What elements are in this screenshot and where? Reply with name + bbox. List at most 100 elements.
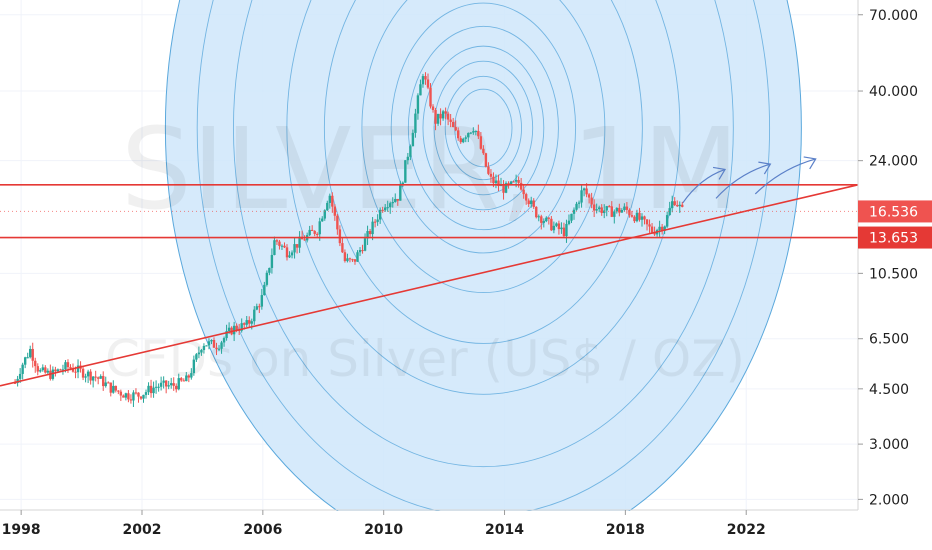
candle-body-45 [127, 393, 130, 400]
candle-body-240 [618, 207, 621, 213]
candle-body-92 [245, 320, 248, 325]
candle-body-217 [560, 227, 563, 230]
candle-body-33 [96, 377, 100, 379]
candle-body-25 [76, 365, 80, 373]
candle-body-106 [280, 245, 284, 247]
price-badge-label-0: 16.536 [869, 204, 918, 220]
candle-body-182 [472, 131, 475, 133]
candle-body-98 [260, 295, 264, 307]
candle-body-104 [275, 240, 279, 242]
candle-body-29 [86, 371, 90, 377]
candle-body-67 [182, 380, 185, 382]
candle-body-165 [429, 87, 432, 107]
candle-body-78 [210, 339, 213, 342]
candle-body-123 [323, 210, 326, 219]
x-tick-label-3: 2010 [364, 522, 403, 538]
candle-body-56 [154, 386, 158, 388]
candle-body-31 [91, 376, 95, 381]
candle-body-17 [56, 369, 60, 372]
candle-body-111 [293, 244, 296, 253]
candle-body-208 [537, 216, 540, 218]
candle-body-2 [18, 373, 22, 379]
candle-body-144 [376, 219, 379, 222]
candle-body-202 [522, 189, 525, 195]
candle-body-231 [595, 209, 598, 211]
candle-body-223 [575, 203, 578, 210]
candle-body-139 [363, 238, 367, 251]
candle-body-215 [555, 223, 558, 226]
candle-body-115 [303, 239, 306, 241]
candle-body-203 [524, 194, 528, 201]
candle-body-46 [129, 399, 133, 401]
candle-body-42 [119, 391, 123, 396]
candle-body-169 [439, 113, 442, 119]
candle-body-107 [283, 245, 286, 248]
candle-body-134 [351, 259, 354, 261]
candle-body-204 [527, 200, 530, 205]
watermark-symbol: SILVER, 1M [121, 105, 740, 235]
candle-body-66 [180, 378, 183, 381]
candle-body-145 [378, 209, 382, 220]
candle-body-65 [177, 378, 180, 390]
candle-body-18 [59, 369, 62, 371]
candle-body-90 [240, 323, 243, 331]
candle-body-131 [343, 252, 347, 262]
candle-body-214 [552, 225, 556, 231]
candle-body-36 [104, 382, 107, 387]
candle-body-74 [200, 350, 203, 353]
candle-body-103 [273, 240, 276, 255]
candle-body-219 [565, 223, 568, 237]
candle-body-118 [310, 229, 314, 231]
candle-body-8 [34, 360, 37, 367]
candle-body-63 [172, 383, 175, 386]
arrow-curve-1 [715, 163, 771, 199]
candle-body-216 [557, 223, 561, 230]
candle-body-72 [195, 354, 198, 360]
candle-body-189 [489, 173, 493, 177]
candle-body-94 [250, 321, 253, 324]
candle-body-132 [346, 258, 349, 262]
candle-body-151 [394, 199, 397, 203]
drawn-lines [0, 184, 859, 387]
candle-body-209 [540, 216, 543, 223]
candle-body-179 [464, 137, 467, 139]
price-axis[interactable]: 70.000 40.000 24.000 10.500 6.500 4.500 3.000 2… [858, 0, 932, 510]
candle-body-76 [205, 345, 208, 347]
fib-circle-ring-5 [390, 2, 577, 254]
candle-body-110 [290, 252, 294, 256]
candle-body-183 [474, 130, 478, 132]
candle-body-101 [268, 267, 271, 273]
candle-body-213 [550, 218, 553, 231]
x-tick-label-2: 2006 [243, 522, 282, 538]
candle-body-122 [321, 218, 324, 222]
x-tick-label-1: 2002 [123, 522, 162, 538]
arrow-curve-2 [754, 158, 816, 195]
candle-body-164 [426, 79, 430, 88]
candle-body-60 [164, 380, 168, 387]
candle-body-51 [142, 394, 145, 399]
candle-body-256 [658, 226, 661, 231]
candle-body-246 [633, 216, 636, 222]
arrow-head-0 [712, 166, 727, 180]
candle-body-174 [451, 121, 455, 128]
candle-body-210 [542, 221, 546, 223]
candle-body-49 [137, 392, 140, 397]
candle-body-205 [530, 200, 533, 205]
candle-body-206 [532, 200, 535, 207]
y-tick-label-1: 40.000 [869, 84, 918, 100]
candle-body-38 [109, 382, 112, 393]
candle-body-71 [192, 359, 196, 374]
candle-body-190 [492, 176, 495, 184]
y-tick-label-0: 70.000 [869, 8, 918, 24]
candle-body-158 [411, 132, 415, 147]
candle-body-47 [132, 392, 135, 401]
candle-body-138 [361, 250, 364, 252]
candle-body-237 [610, 206, 613, 217]
candle-body-93 [248, 320, 251, 324]
time-axis[interactable]: 1998 2002 2006 2010 2014 2018 2022 [0, 510, 932, 550]
candle-body-22 [69, 367, 72, 369]
candle-body-84 [225, 331, 228, 339]
support-trendline [0, 184, 859, 387]
candle-body-75 [202, 345, 206, 351]
candle-body-21 [66, 362, 70, 368]
